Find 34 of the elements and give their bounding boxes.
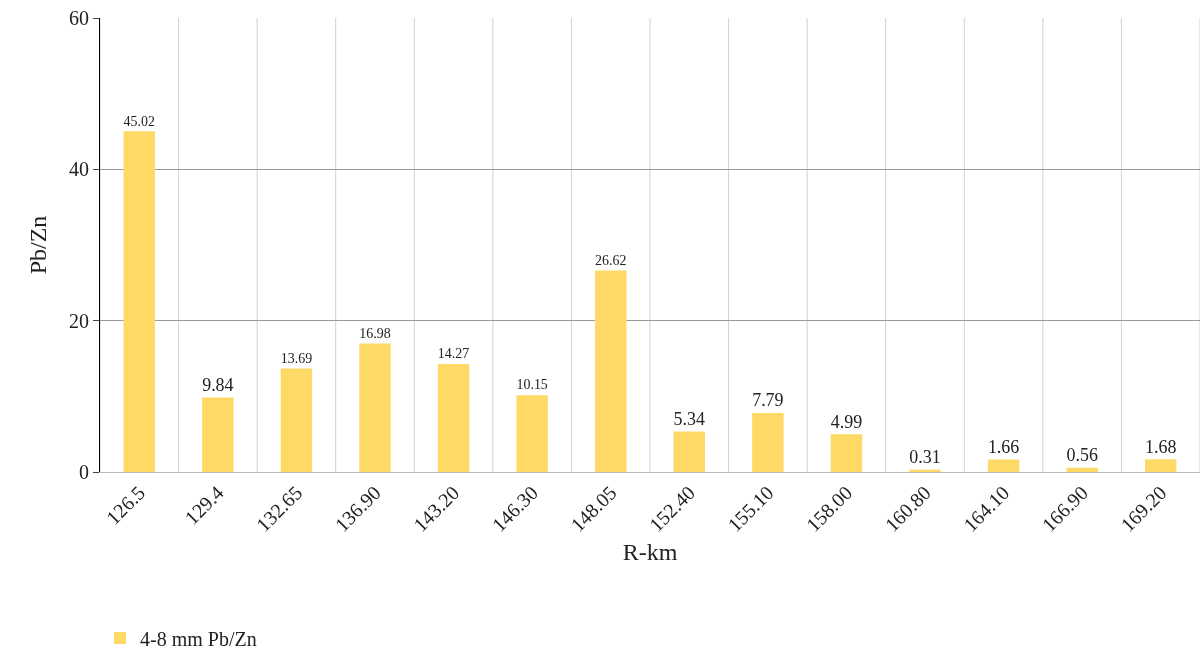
legend-label: 4-8 mm Pb/Zn	[140, 627, 257, 650]
data-label: 1.66	[987, 436, 1020, 457]
bar	[673, 431, 705, 472]
bar	[752, 413, 784, 472]
bar	[1066, 467, 1098, 472]
data-label: 5.34	[673, 409, 706, 429]
bar	[595, 270, 627, 472]
y-tick-label: 20	[69, 309, 89, 332]
data-label: 16.98	[359, 325, 391, 341]
data-label: 0.31	[909, 447, 941, 468]
data-label: 13.69	[280, 350, 313, 366]
y-tick-label: 0	[79, 461, 89, 483]
bar	[987, 459, 1020, 472]
bar	[359, 343, 391, 472]
data-label: 14.27	[437, 346, 470, 362]
data-label: 26.62	[595, 252, 627, 268]
data-label: 45.02	[123, 113, 155, 129]
data-label: 0.56	[1066, 445, 1098, 466]
x-axis-title: R-km	[622, 539, 678, 566]
data-label: 7.79	[752, 390, 784, 411]
bar	[123, 131, 155, 472]
data-label: 9.84	[202, 374, 234, 395]
bar	[830, 434, 863, 472]
bar	[516, 395, 548, 472]
y-tick-label: 60	[69, 7, 89, 29]
data-label: 4.99	[830, 411, 863, 432]
y-tick-label: 40	[69, 158, 89, 181]
bar	[202, 397, 234, 472]
bar	[1145, 459, 1177, 472]
y-axis-title: Pb/Zn	[25, 215, 52, 275]
bar	[280, 368, 313, 472]
bar	[437, 364, 470, 472]
data-label: 1.68	[1145, 436, 1177, 457]
data-label: 10.15	[516, 377, 548, 393]
